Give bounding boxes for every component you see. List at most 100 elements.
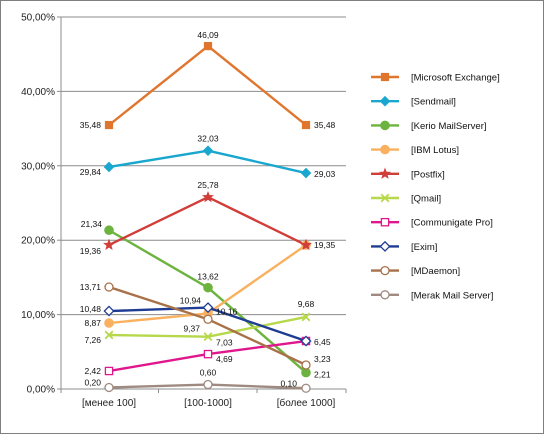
legend-marker xyxy=(380,120,390,131)
data-point-marker xyxy=(103,161,115,173)
data-label: 4,69 xyxy=(216,354,233,364)
data-label: 25,78 xyxy=(197,180,219,190)
x-axis: [менее 100] [100-1000] [более 1000] xyxy=(60,389,347,409)
legend-label: [Exim] xyxy=(411,242,437,253)
data-label: 19,35 xyxy=(314,240,336,250)
data-label: 35,48 xyxy=(80,120,102,130)
legend-label: [Postfix] xyxy=(411,169,445,180)
data-point-marker xyxy=(103,305,115,317)
x-tick-label: [100-1000] xyxy=(184,398,232,409)
data-label: 19,36 xyxy=(80,246,102,256)
data-point-marker xyxy=(300,335,312,347)
y-tick-label: 0,00% xyxy=(27,385,55,396)
data-label: 7,03 xyxy=(216,338,233,348)
data-label: 32,03 xyxy=(197,134,219,144)
data-point-marker xyxy=(104,282,114,292)
data-point-marker xyxy=(203,282,213,293)
data-point-marker xyxy=(300,238,312,251)
legend-entry: [Sendmail] xyxy=(371,95,456,108)
data-point-marker xyxy=(202,190,214,203)
legend-entry: [Merak Mail Server] xyxy=(371,290,493,301)
data-point-marker xyxy=(104,382,114,393)
legend-entry: [Exim] xyxy=(371,240,437,253)
y-tick-label: 30,00% xyxy=(21,161,55,172)
data-label: 13,71 xyxy=(80,282,102,292)
data-point-marker xyxy=(103,238,115,251)
legend-marker xyxy=(380,193,390,203)
data-point-marker xyxy=(202,302,214,314)
data-point-marker xyxy=(104,366,114,376)
legend-entry: [IBM Lotus] xyxy=(371,144,459,156)
data-label: 10,16 xyxy=(216,306,238,316)
data-point-marker xyxy=(104,318,114,328)
legend-entry: [Kerio MailServer] xyxy=(371,120,487,132)
legend-marker xyxy=(379,95,391,107)
y-axis: 0,00% 10,00% 20,00% 30,00% 40,00% 50,00% xyxy=(21,13,62,396)
gridlines xyxy=(61,16,346,390)
legend-marker xyxy=(380,265,390,276)
legend-label: [Communigate Pro] xyxy=(411,218,493,229)
data-label: 10,48 xyxy=(80,304,102,314)
legend-marker xyxy=(380,290,390,300)
legend: [Microsoft Exchange] [Sendmail] [Kerio Mai… xyxy=(371,73,500,301)
legend-label: [MDaemon] xyxy=(411,266,460,277)
legend-marker xyxy=(380,144,390,155)
data-label: 0,10 xyxy=(280,378,297,388)
legend-label: [IBM Lotus] xyxy=(411,145,459,156)
data-label: 0,60 xyxy=(200,368,217,378)
legend-label: [Kerio MailServer] xyxy=(411,121,487,132)
data-label: 29,84 xyxy=(80,167,102,177)
legend-label: [Sendmail] xyxy=(411,97,456,108)
legend-marker xyxy=(379,167,391,179)
data-point-marker xyxy=(104,330,114,340)
data-label: 29,03 xyxy=(314,169,336,179)
data-point-marker xyxy=(203,332,213,342)
data-point-marker xyxy=(301,383,311,393)
y-tick-label: 40,00% xyxy=(21,87,55,98)
legend-entry: [MDaemon] xyxy=(371,265,460,277)
data-label: 46,09 xyxy=(197,30,219,40)
data-label: 8,87 xyxy=(84,318,101,328)
data-label: 13,62 xyxy=(197,272,219,282)
y-tick-label: 10,00% xyxy=(21,310,55,321)
data-label: 0,20 xyxy=(84,378,101,388)
data-point-marker xyxy=(300,167,312,179)
data-label: 7,26 xyxy=(84,335,101,345)
legend-label: [Qmail] xyxy=(411,194,441,205)
data-point-marker xyxy=(301,120,311,130)
data-label: 2,42 xyxy=(84,366,101,376)
data-label: 9,68 xyxy=(298,299,315,309)
legend-entry: [Qmail] xyxy=(371,194,441,205)
legend-entry: [Communigate Pro] xyxy=(371,218,493,229)
data-point-marker xyxy=(203,41,213,51)
data-label: 10,94 xyxy=(180,296,202,306)
x-tick-label: [более 1000] xyxy=(277,397,336,409)
data-label: 21,34 xyxy=(81,219,103,229)
data-labels: 35,48 46,09 35,48 29,84 32,03 29,03 21,34 13,62… xyxy=(80,30,336,388)
legend-label: [Microsoft Exchange] xyxy=(411,73,500,84)
data-point-marker xyxy=(301,312,311,322)
series-line xyxy=(108,195,307,247)
y-tick-label: 20,00% xyxy=(21,236,55,247)
data-label: 35,48 xyxy=(314,120,336,130)
data-point-marker xyxy=(203,349,213,359)
legend-marker xyxy=(379,240,391,252)
legend-entry: [Postfix] xyxy=(371,167,445,180)
data-label: 2,21 xyxy=(314,370,331,380)
data-point-marker xyxy=(202,145,214,157)
x-tick-label: [менее 100] xyxy=(82,398,136,409)
data-point-marker xyxy=(301,360,311,370)
legend-marker xyxy=(380,217,390,227)
legend-label: [Merak Mail Server] xyxy=(411,290,493,301)
data-point-marker xyxy=(104,120,114,130)
data-label: 6,45 xyxy=(314,337,331,347)
data-point-marker xyxy=(203,379,213,390)
data-label: 9,37 xyxy=(183,323,200,333)
legend-entry: [Microsoft Exchange] xyxy=(371,73,500,84)
data-point-marker xyxy=(104,225,114,236)
data-label: 3,23 xyxy=(314,354,331,364)
series-line xyxy=(108,44,307,126)
y-tick-label: 50,00% xyxy=(21,13,55,24)
